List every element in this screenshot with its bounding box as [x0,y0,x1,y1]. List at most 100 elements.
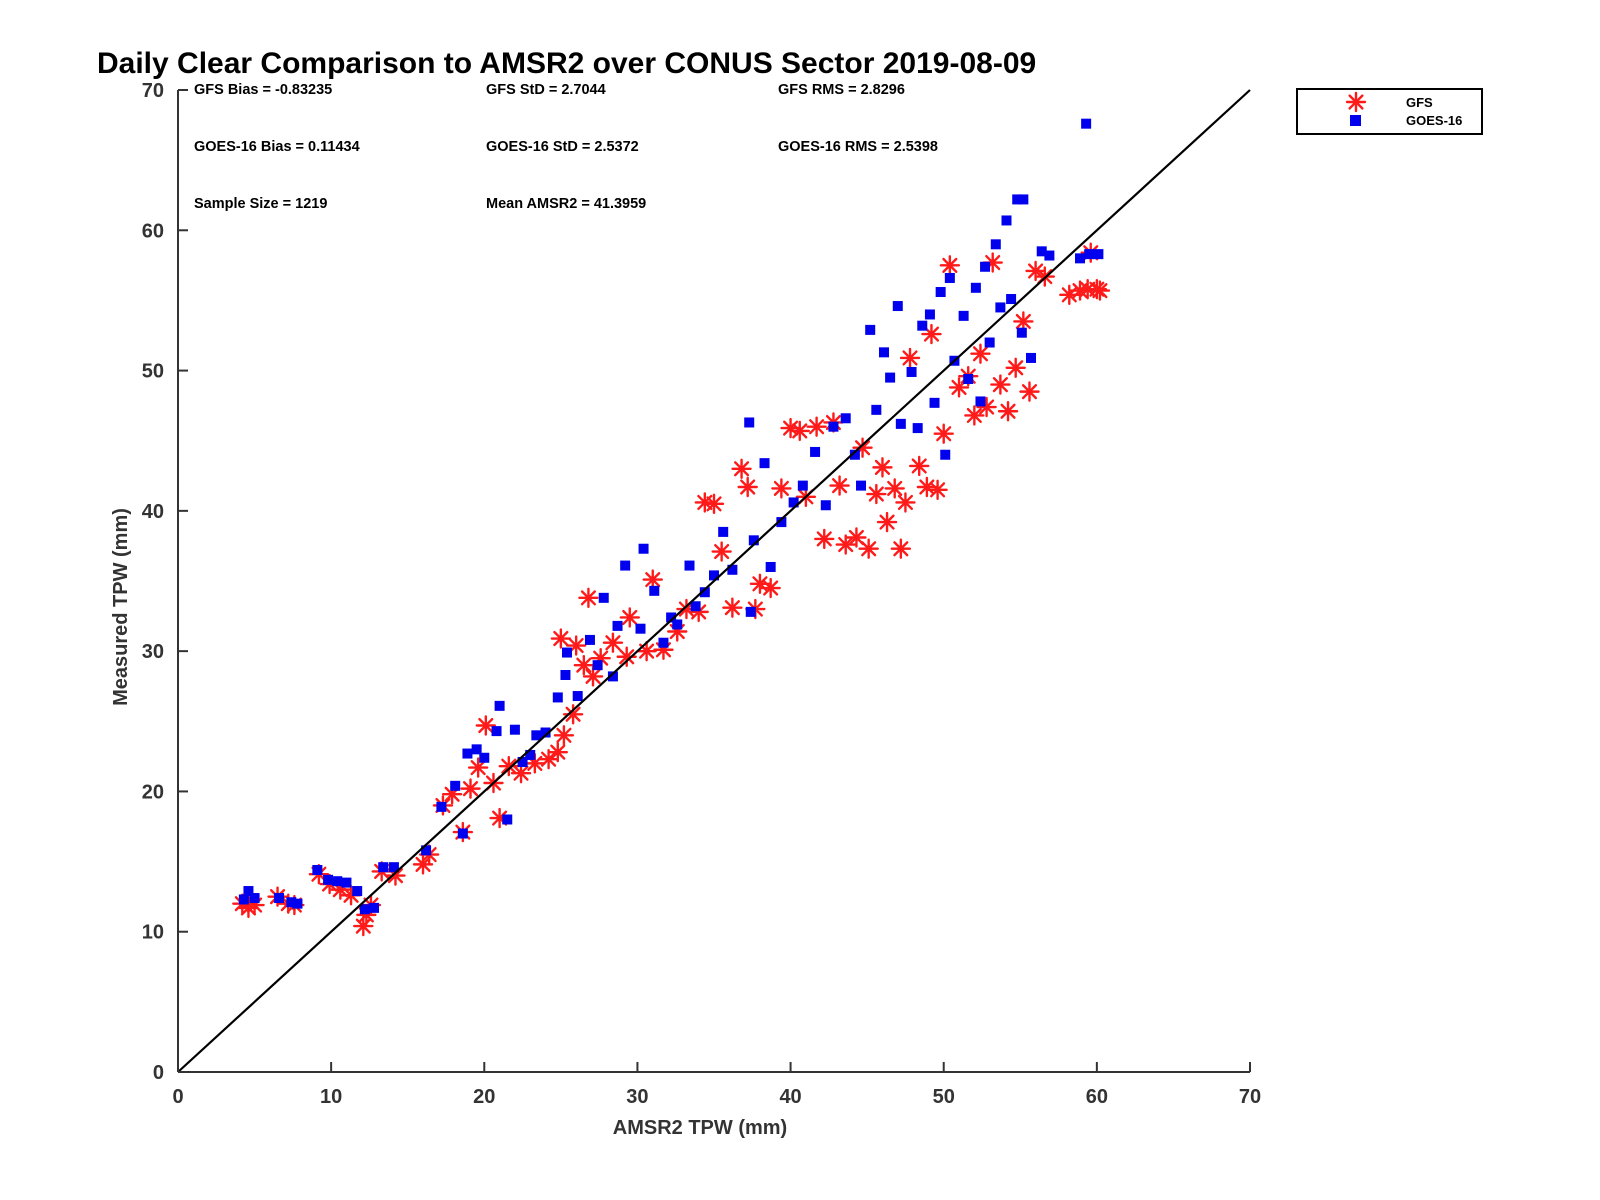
x-tick-label: 50 [933,1086,955,1108]
goes-16-point [471,744,482,755]
goes-16-point [1044,250,1055,261]
gfs-point [602,632,624,653]
gfs-point [737,476,758,498]
goes-16-point [517,756,528,767]
goes-16-point [912,423,923,434]
goes-16-point [421,845,432,856]
goes-16-point [871,404,882,415]
y-tick-label: 50 [142,361,164,383]
gfs-point [573,654,595,676]
stat-goes-std: GOES-16 StD = 2.5372 [486,139,639,155]
gfs-point [933,423,954,444]
goes-16-point [672,619,683,630]
gfs-point [616,646,637,667]
goes-16-point [274,893,285,904]
goes-16-point [598,592,609,603]
goes-16-point [531,730,542,741]
goes-16-point [249,893,260,904]
x-tick-label: 10 [320,1086,342,1108]
y-tick-label: 20 [142,781,164,803]
gfs-point [771,478,792,499]
gfs-point [846,527,867,548]
goes-16-point [1018,194,1029,205]
legend: GFS GOES-16 [1296,88,1483,135]
gfs-point [722,597,743,618]
goes-16-point [906,366,917,377]
x-tick-label: 20 [473,1086,495,1108]
goes-16-point [561,647,572,658]
goes-16-point [450,780,461,791]
legend-gfs-label: GFS [1406,95,1433,110]
goes-16-point [352,886,363,897]
goes-16-point [940,449,951,460]
gfs-point [460,778,481,799]
goes-16-point [1012,194,1023,205]
goes-16-point [765,561,776,572]
goes-16-point [584,634,595,645]
y-tick-label: 40 [142,501,164,523]
goes-16-point [856,480,867,491]
goes-16-point [929,397,940,408]
goes-16-point [552,692,563,703]
gfs-point [731,458,752,479]
goes-16-point [975,396,986,407]
goes-16-point [592,660,603,671]
stat-sample-size: Sample Size = 1219 [194,196,327,212]
goes-16-point [776,517,787,528]
goes-16-point [944,272,955,283]
goes-16-point [323,874,334,885]
gfs-point [475,715,497,736]
gfs-point [578,587,599,609]
goes-16-point [502,814,513,825]
x-tick-label: 30 [626,1086,648,1108]
goes-16-point [658,637,669,648]
goes-16-point [1016,327,1027,338]
gfs-point [1013,311,1034,332]
gfs-point [789,420,810,442]
goes-16-point [885,372,896,383]
goes-16-point [369,902,380,913]
goes-16-point [797,480,808,491]
y-tick-label: 70 [142,80,164,102]
goes-16-point [1075,253,1086,264]
stat-gfs-rms: GFS RMS = 2.8296 [778,82,905,98]
gfs-point [990,374,1011,395]
gfs-point [498,755,519,777]
gfs-point [642,569,663,590]
goes-16-point [699,587,710,598]
x-tick-label: 70 [1239,1086,1261,1108]
gfs-point [876,511,898,533]
series-goes-16 [238,118,1104,915]
gfs-point [927,479,948,501]
y-tick-label: 60 [142,220,164,242]
goes-16-point [820,500,831,511]
legend-gfs-asterisk [1345,91,1367,113]
goes-16-point [990,239,1001,250]
goes-16-point [963,373,974,384]
goes-16-point [388,862,399,873]
gfs-point [619,607,640,628]
gfs-point [565,635,587,656]
goes-16-point [638,543,649,554]
gfs-point [970,343,991,364]
y-tick-label: 10 [142,922,164,944]
goes-16-point [718,526,729,537]
stat-mean-amsr2: Mean AMSR2 = 41.3959 [486,196,646,212]
goes-16-point [509,724,520,735]
goes-16-point [1026,352,1037,363]
chart-title: Daily Clear Comparison to AMSR2 over CON… [97,47,1036,80]
gfs-point [964,405,985,426]
gfs-point [547,741,568,763]
goes-16-point [436,801,447,812]
goes-16-point [292,898,303,909]
gfs-point [711,541,732,562]
gfs-point [866,483,887,505]
goes-16-point [748,535,759,546]
goes-16-point [980,261,991,272]
goes-16-point [540,727,551,738]
gfs-point [550,628,572,649]
goes-16-point [690,601,701,612]
goes-16-point [849,449,860,460]
legend-goes-marker [1350,115,1361,126]
